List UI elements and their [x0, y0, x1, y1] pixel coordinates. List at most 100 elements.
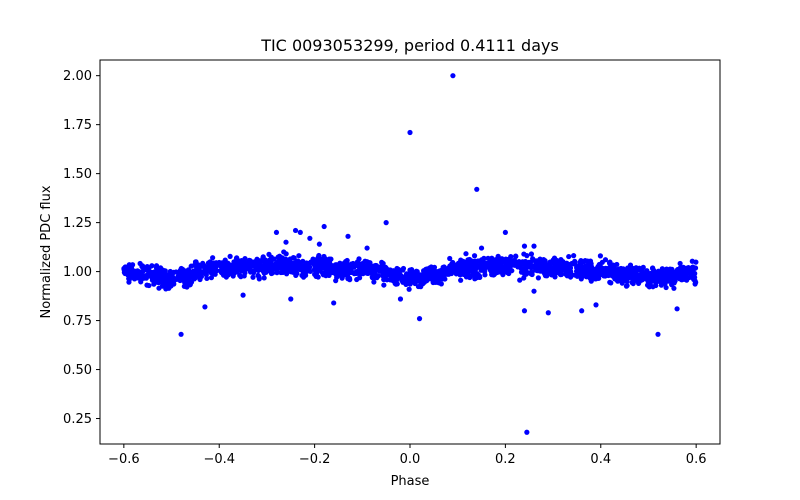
data-point [377, 267, 383, 273]
data-point [459, 271, 465, 277]
data-point [127, 267, 133, 273]
outlier-point [474, 186, 480, 192]
data-point [304, 262, 311, 268]
data-point [349, 269, 355, 275]
x-axis-label: Phase [391, 474, 430, 489]
data-point [659, 274, 665, 280]
data-point [516, 261, 522, 267]
data-point [336, 268, 342, 275]
data-point [458, 257, 464, 263]
x-tick-label: 0.4 [590, 452, 611, 467]
data-point [200, 269, 207, 275]
data-point [177, 277, 183, 284]
data-point [616, 267, 622, 273]
chart-title: TIC 0093053299, period 0.4111 days [260, 36, 559, 55]
data-point [563, 263, 569, 269]
data-point [599, 266, 605, 272]
data-point [256, 274, 262, 280]
x-tick-label: −0.4 [203, 452, 235, 467]
data-point [297, 261, 303, 267]
data-point [438, 281, 444, 287]
data-point [400, 265, 407, 272]
x-tick-label: 0.0 [400, 452, 421, 467]
data-point [430, 277, 436, 283]
data-point [326, 267, 332, 273]
outlier-point [521, 243, 528, 249]
data-point [222, 257, 228, 263]
data-point [188, 263, 194, 269]
data-point [498, 266, 504, 272]
data-point [294, 270, 300, 277]
data-point [594, 271, 601, 277]
data-point [336, 262, 342, 268]
data-point [195, 262, 201, 268]
data-point [363, 268, 369, 274]
data-point [523, 265, 529, 271]
data-point [553, 262, 559, 269]
data-point [532, 263, 538, 269]
data-point [628, 271, 634, 277]
data-point [538, 264, 544, 270]
data-point [339, 275, 345, 281]
data-point [171, 278, 177, 284]
data-point [151, 273, 158, 279]
x-tick-label: 0.6 [686, 452, 707, 467]
data-point [371, 279, 377, 285]
data-point [192, 274, 198, 280]
data-point [316, 265, 322, 272]
data-point [647, 272, 653, 278]
data-point [523, 271, 529, 277]
data-point [144, 273, 150, 279]
data-point [287, 256, 293, 262]
data-point [503, 260, 509, 266]
data-point [185, 278, 191, 285]
data-point [475, 258, 481, 264]
data-point [586, 258, 592, 265]
data-point [371, 263, 378, 269]
data-point [511, 258, 517, 264]
data-point [505, 266, 511, 273]
data-point [356, 256, 362, 262]
data-point [406, 286, 412, 292]
data-point [184, 284, 190, 290]
data-point [439, 272, 445, 278]
data-point [465, 257, 471, 263]
data-point [149, 263, 155, 269]
data-point [418, 284, 424, 290]
data-point [655, 268, 662, 274]
data-point [250, 274, 256, 280]
outlier-point [273, 229, 280, 236]
data-point [408, 276, 414, 282]
data-point [279, 255, 286, 261]
data-point [650, 284, 656, 290]
outlier-point [307, 235, 313, 241]
data-point [693, 279, 699, 285]
data-point [667, 268, 673, 274]
data-point [328, 256, 334, 262]
data-point [271, 265, 277, 271]
data-point [513, 253, 519, 260]
data-point [321, 253, 327, 260]
data-point [315, 274, 321, 280]
data-point [380, 260, 386, 267]
data-point [321, 261, 327, 267]
outlier-point [545, 310, 551, 316]
data-point [590, 272, 597, 278]
y-tick-label: 0.50 [63, 363, 92, 378]
data-point [392, 280, 398, 287]
data-point [472, 262, 478, 268]
data-point [452, 264, 458, 270]
data-point [566, 253, 572, 260]
outlier-point [674, 306, 680, 312]
data-point [200, 260, 206, 266]
data-point [364, 259, 370, 265]
data-point [551, 271, 558, 277]
data-point [146, 282, 152, 289]
data-point [494, 269, 501, 275]
data-point [630, 265, 636, 271]
data-point [534, 268, 541, 274]
data-point [129, 262, 136, 268]
data-point [447, 255, 453, 262]
y-tick-label: 2.00 [63, 69, 92, 84]
y-tick-label: 1.25 [63, 216, 92, 231]
